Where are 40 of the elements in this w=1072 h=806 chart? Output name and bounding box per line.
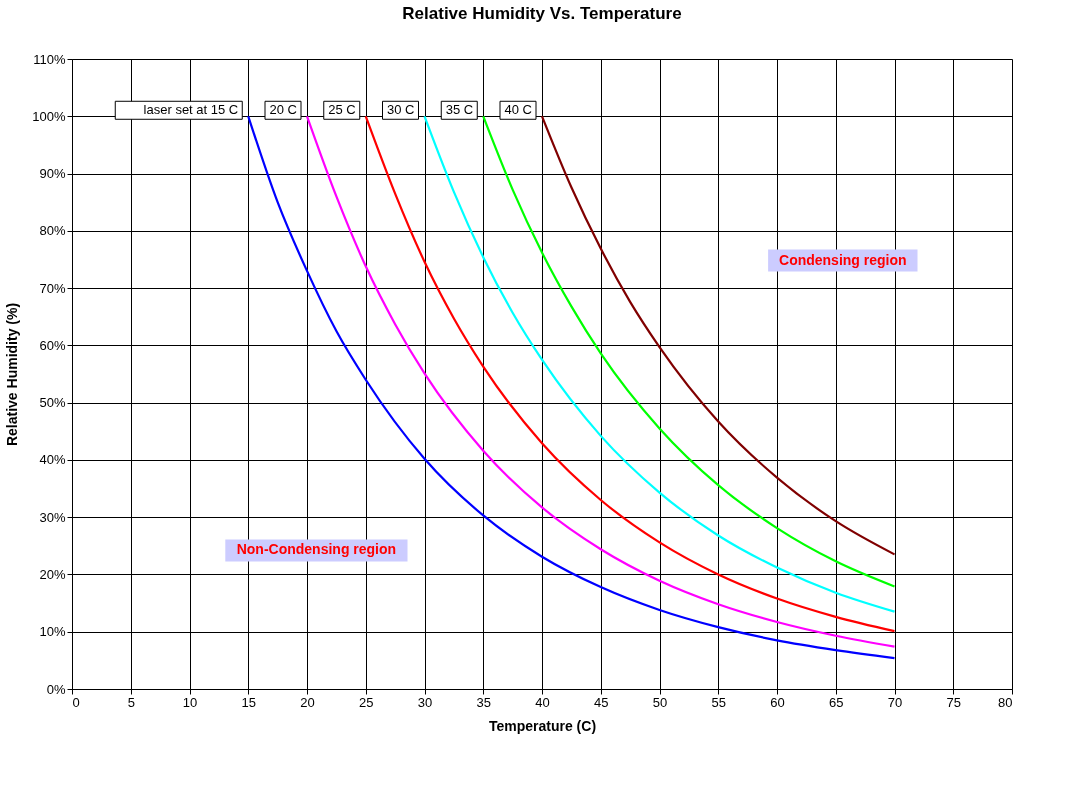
annotation: 40 C	[504, 102, 532, 118]
x-tick-label: 10	[182, 694, 198, 710]
x-tick-label: 15	[241, 694, 256, 710]
x-tick-label: 70	[887, 694, 903, 710]
x-tick-label: 0	[72, 694, 80, 710]
x-axis-title: Temperature (C)	[488, 717, 597, 734]
x-tick-label: 20	[300, 694, 315, 710]
y-tick-label: 90%	[39, 166, 66, 182]
y-tick-label: 100%	[32, 108, 66, 124]
chart-title: Relative Humidity Vs. Temperature	[402, 4, 682, 23]
annotation: 30 C	[387, 102, 415, 118]
y-tick-label: 20%	[39, 566, 66, 582]
annotation: 25 C	[328, 102, 356, 118]
y-tick-label: 0%	[46, 681, 66, 697]
annotation: 35 C	[445, 102, 474, 118]
x-tick-label: 65	[829, 694, 844, 710]
x-tick-label: 75	[946, 694, 961, 710]
x-tick-label: 45	[594, 694, 609, 710]
x-tick-label: 5	[127, 694, 135, 710]
x-tick-label: 60	[770, 694, 785, 710]
x-tick-label: 40	[535, 694, 550, 710]
y-tick-label: 70%	[39, 280, 66, 296]
y-tick-label: 60%	[39, 337, 66, 353]
x-tick-label: 30	[417, 694, 433, 710]
y-tick-label: 30%	[39, 509, 66, 525]
y-tick-label: 40%	[39, 452, 66, 468]
y-tick-label: 80%	[39, 223, 66, 239]
y-tick-label: 110%	[33, 51, 66, 67]
x-tick-label: 80	[998, 694, 1013, 710]
annotation: laser set at 15 C	[143, 102, 239, 118]
x-tick-label: 35	[476, 694, 491, 710]
y-tick-label: 10%	[39, 624, 66, 640]
annotation: Condensing region	[779, 251, 907, 268]
x-tick-label: 55	[711, 694, 726, 710]
annotation: Non-Condensing region	[236, 541, 397, 558]
y-axis-title: Relative Humidity (%)	[4, 302, 21, 447]
x-tick-label: 25	[359, 694, 374, 710]
annotation: 20 C	[269, 102, 297, 118]
y-tick-label: 50%	[39, 395, 66, 411]
x-tick-label: 50	[652, 694, 668, 710]
